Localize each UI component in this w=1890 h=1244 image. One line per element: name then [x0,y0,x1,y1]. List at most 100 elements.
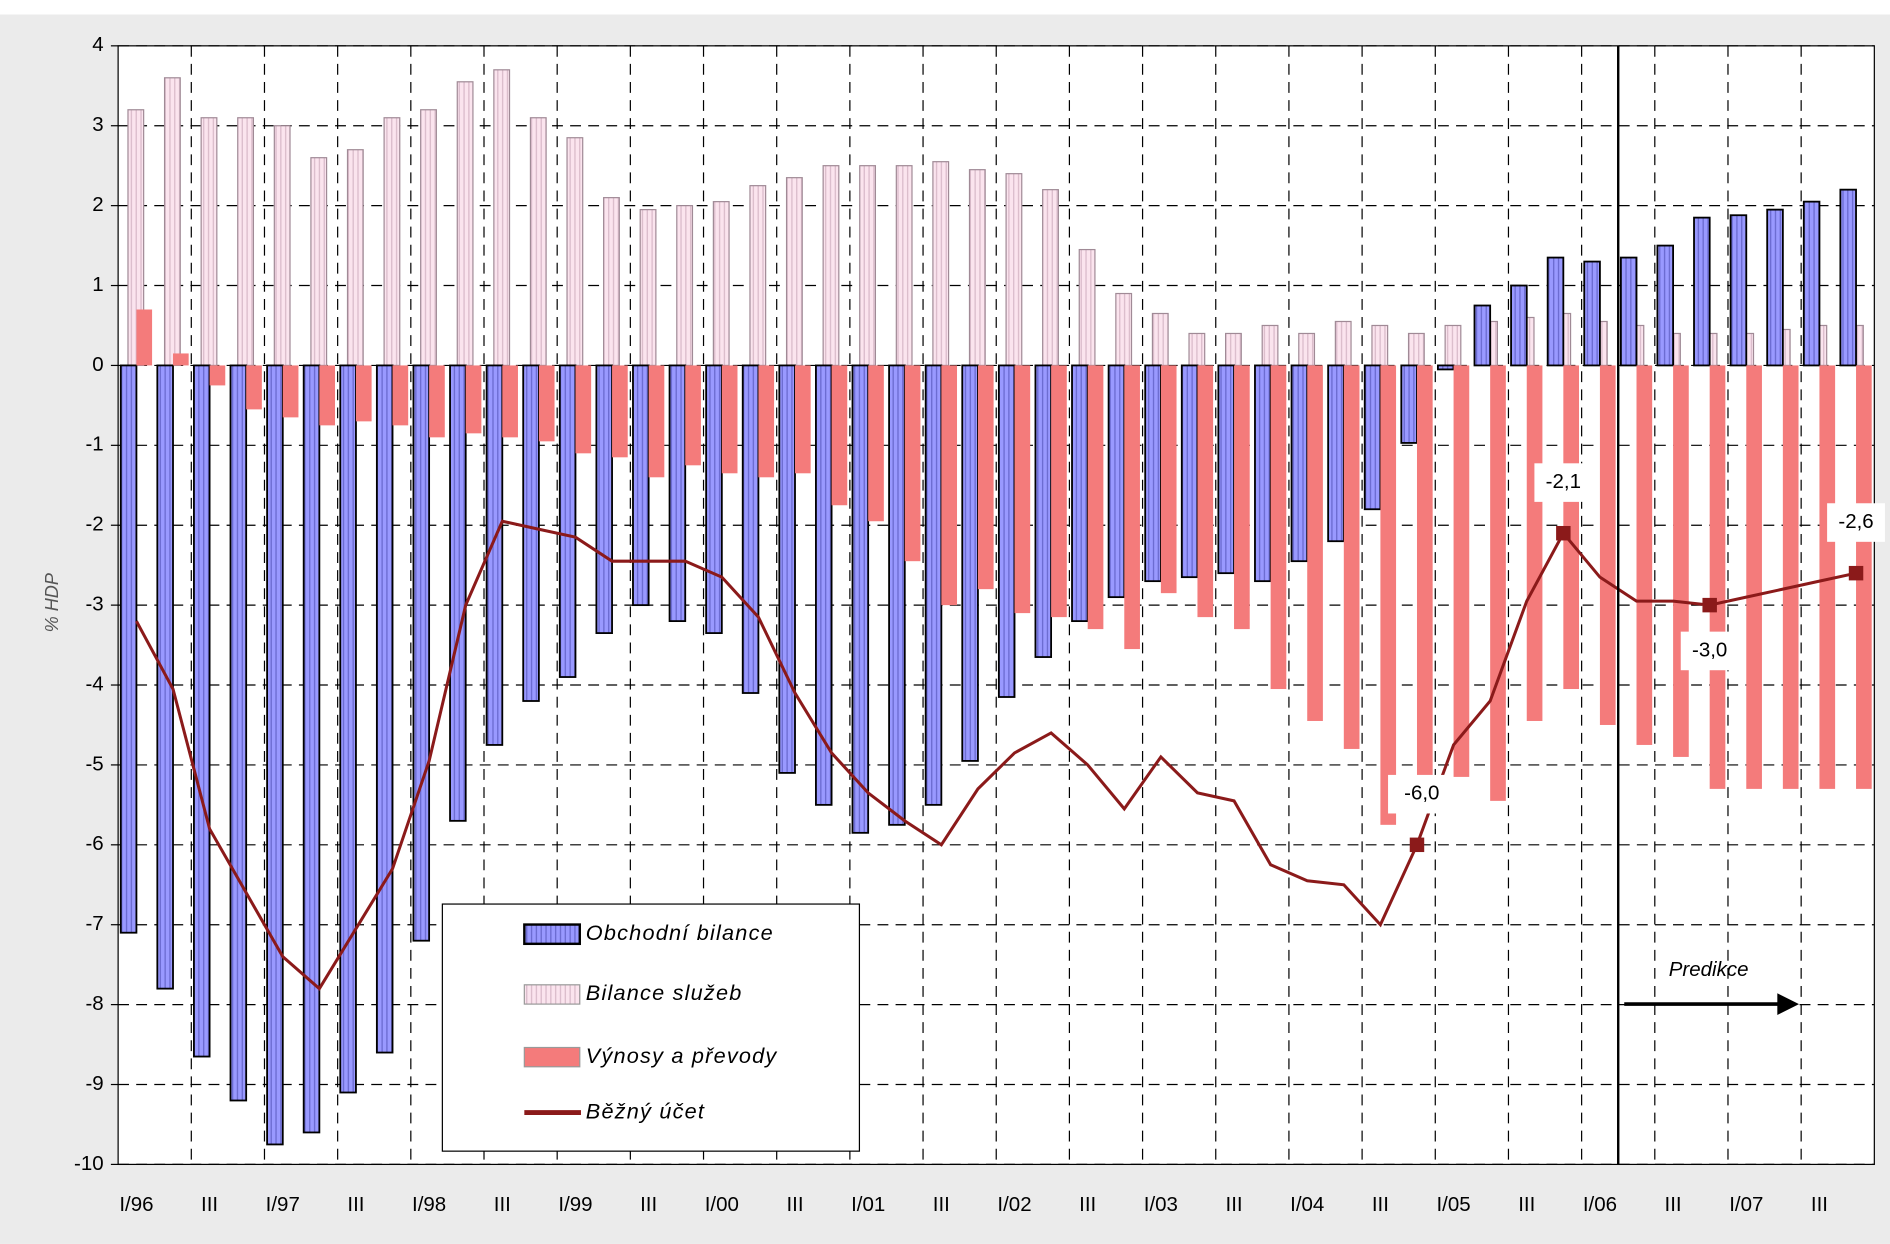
y-axis-label: % HDP [42,573,62,632]
legend-label: Běžný účet [586,1098,705,1123]
bar [1107,364,1126,599]
bar [1188,332,1206,367]
bar [1856,365,1872,789]
bar [741,364,760,694]
x-tick-label: I/98 [412,1193,446,1216]
bar [273,125,291,367]
bar [639,209,657,367]
bar [1254,364,1272,583]
x-tick-label: III [1372,1193,1389,1216]
data-label: -2,1 [1546,470,1581,493]
y-tick-label: 0 [92,353,103,376]
x-tick-label: III [933,1193,950,1216]
x-tick-label: III [786,1193,803,1216]
bar [705,364,723,634]
bar [932,161,950,367]
bar [904,365,921,562]
bar [1400,364,1418,444]
bar [1380,365,1397,825]
arrow-head [1777,993,1800,1015]
bar [822,165,840,367]
bar [1693,216,1711,367]
bar [319,365,336,426]
bar [1656,244,1675,367]
bar [1261,324,1279,367]
bar [721,365,738,474]
bar [648,365,665,478]
y-tick-label: -3 [85,593,103,616]
bar [1371,324,1389,367]
bar [685,365,701,466]
x-tick-label: III [1518,1193,1535,1216]
y-tick-label: -6 [85,832,103,855]
y-tick-label: 3 [92,113,103,136]
bar [502,365,518,438]
bar [1802,200,1821,367]
x-tick-label: III [640,1193,657,1216]
bar [566,137,584,367]
bar [1416,365,1433,805]
bar [246,365,262,410]
bar [339,364,357,1094]
bar [1034,364,1053,658]
legend-swatch [523,984,581,1005]
bar [749,185,767,367]
bar [712,201,730,367]
bar [1115,292,1133,367]
y-tick-label: -4 [85,672,103,695]
bar [429,365,445,438]
bar [1307,365,1323,721]
x-tick-label: I/02 [997,1193,1031,1216]
legend-swatch [523,923,581,946]
bar [1334,320,1352,367]
bar [1160,365,1177,594]
x-tick-label: I/96 [119,1193,153,1216]
line [135,519,1857,991]
x-tick-label: I/07 [1729,1193,1763,1216]
x-tick-label: III [1079,1193,1096,1216]
bar [785,177,803,367]
bar [895,165,913,367]
bar [529,117,547,367]
bar [1197,365,1214,618]
bar [1078,248,1096,367]
bar [375,364,394,1054]
bar [1583,260,1601,367]
bar [612,365,628,458]
bar [1619,256,1638,367]
x-tick-label: I/01 [851,1193,885,1216]
point-marker [1702,597,1717,613]
bar [1782,365,1799,789]
bar [778,364,796,774]
bar [888,364,906,826]
y-tick-label: -9 [85,1072,103,1095]
bar [1042,189,1059,367]
label-box [1827,503,1885,542]
bar [1839,188,1857,367]
bar [456,81,474,367]
bar [977,365,994,590]
bar [941,365,958,606]
bar [136,309,153,366]
bar [173,353,189,366]
y-tick-label: -1 [85,433,103,456]
bar [997,364,1016,698]
x-tick-label: I/00 [705,1193,739,1216]
bar [1746,365,1762,789]
bar [1225,332,1242,367]
bar [200,117,218,367]
x-tick-label: III [1665,1193,1682,1216]
bar [868,365,884,522]
legend: Obchodní bilance Bilance služeb Výnosy a p… [441,903,861,1152]
bar [1709,365,1726,789]
y-tick-label: 2 [92,193,103,216]
bar [1766,208,1784,367]
bar [229,364,248,1102]
y-tick-label: -7 [85,912,103,935]
bar [758,365,775,478]
bar [237,117,255,367]
bar [1473,304,1492,367]
bar [1343,365,1360,749]
x-tick-label: I/04 [1290,1193,1324,1216]
bar [961,364,979,762]
